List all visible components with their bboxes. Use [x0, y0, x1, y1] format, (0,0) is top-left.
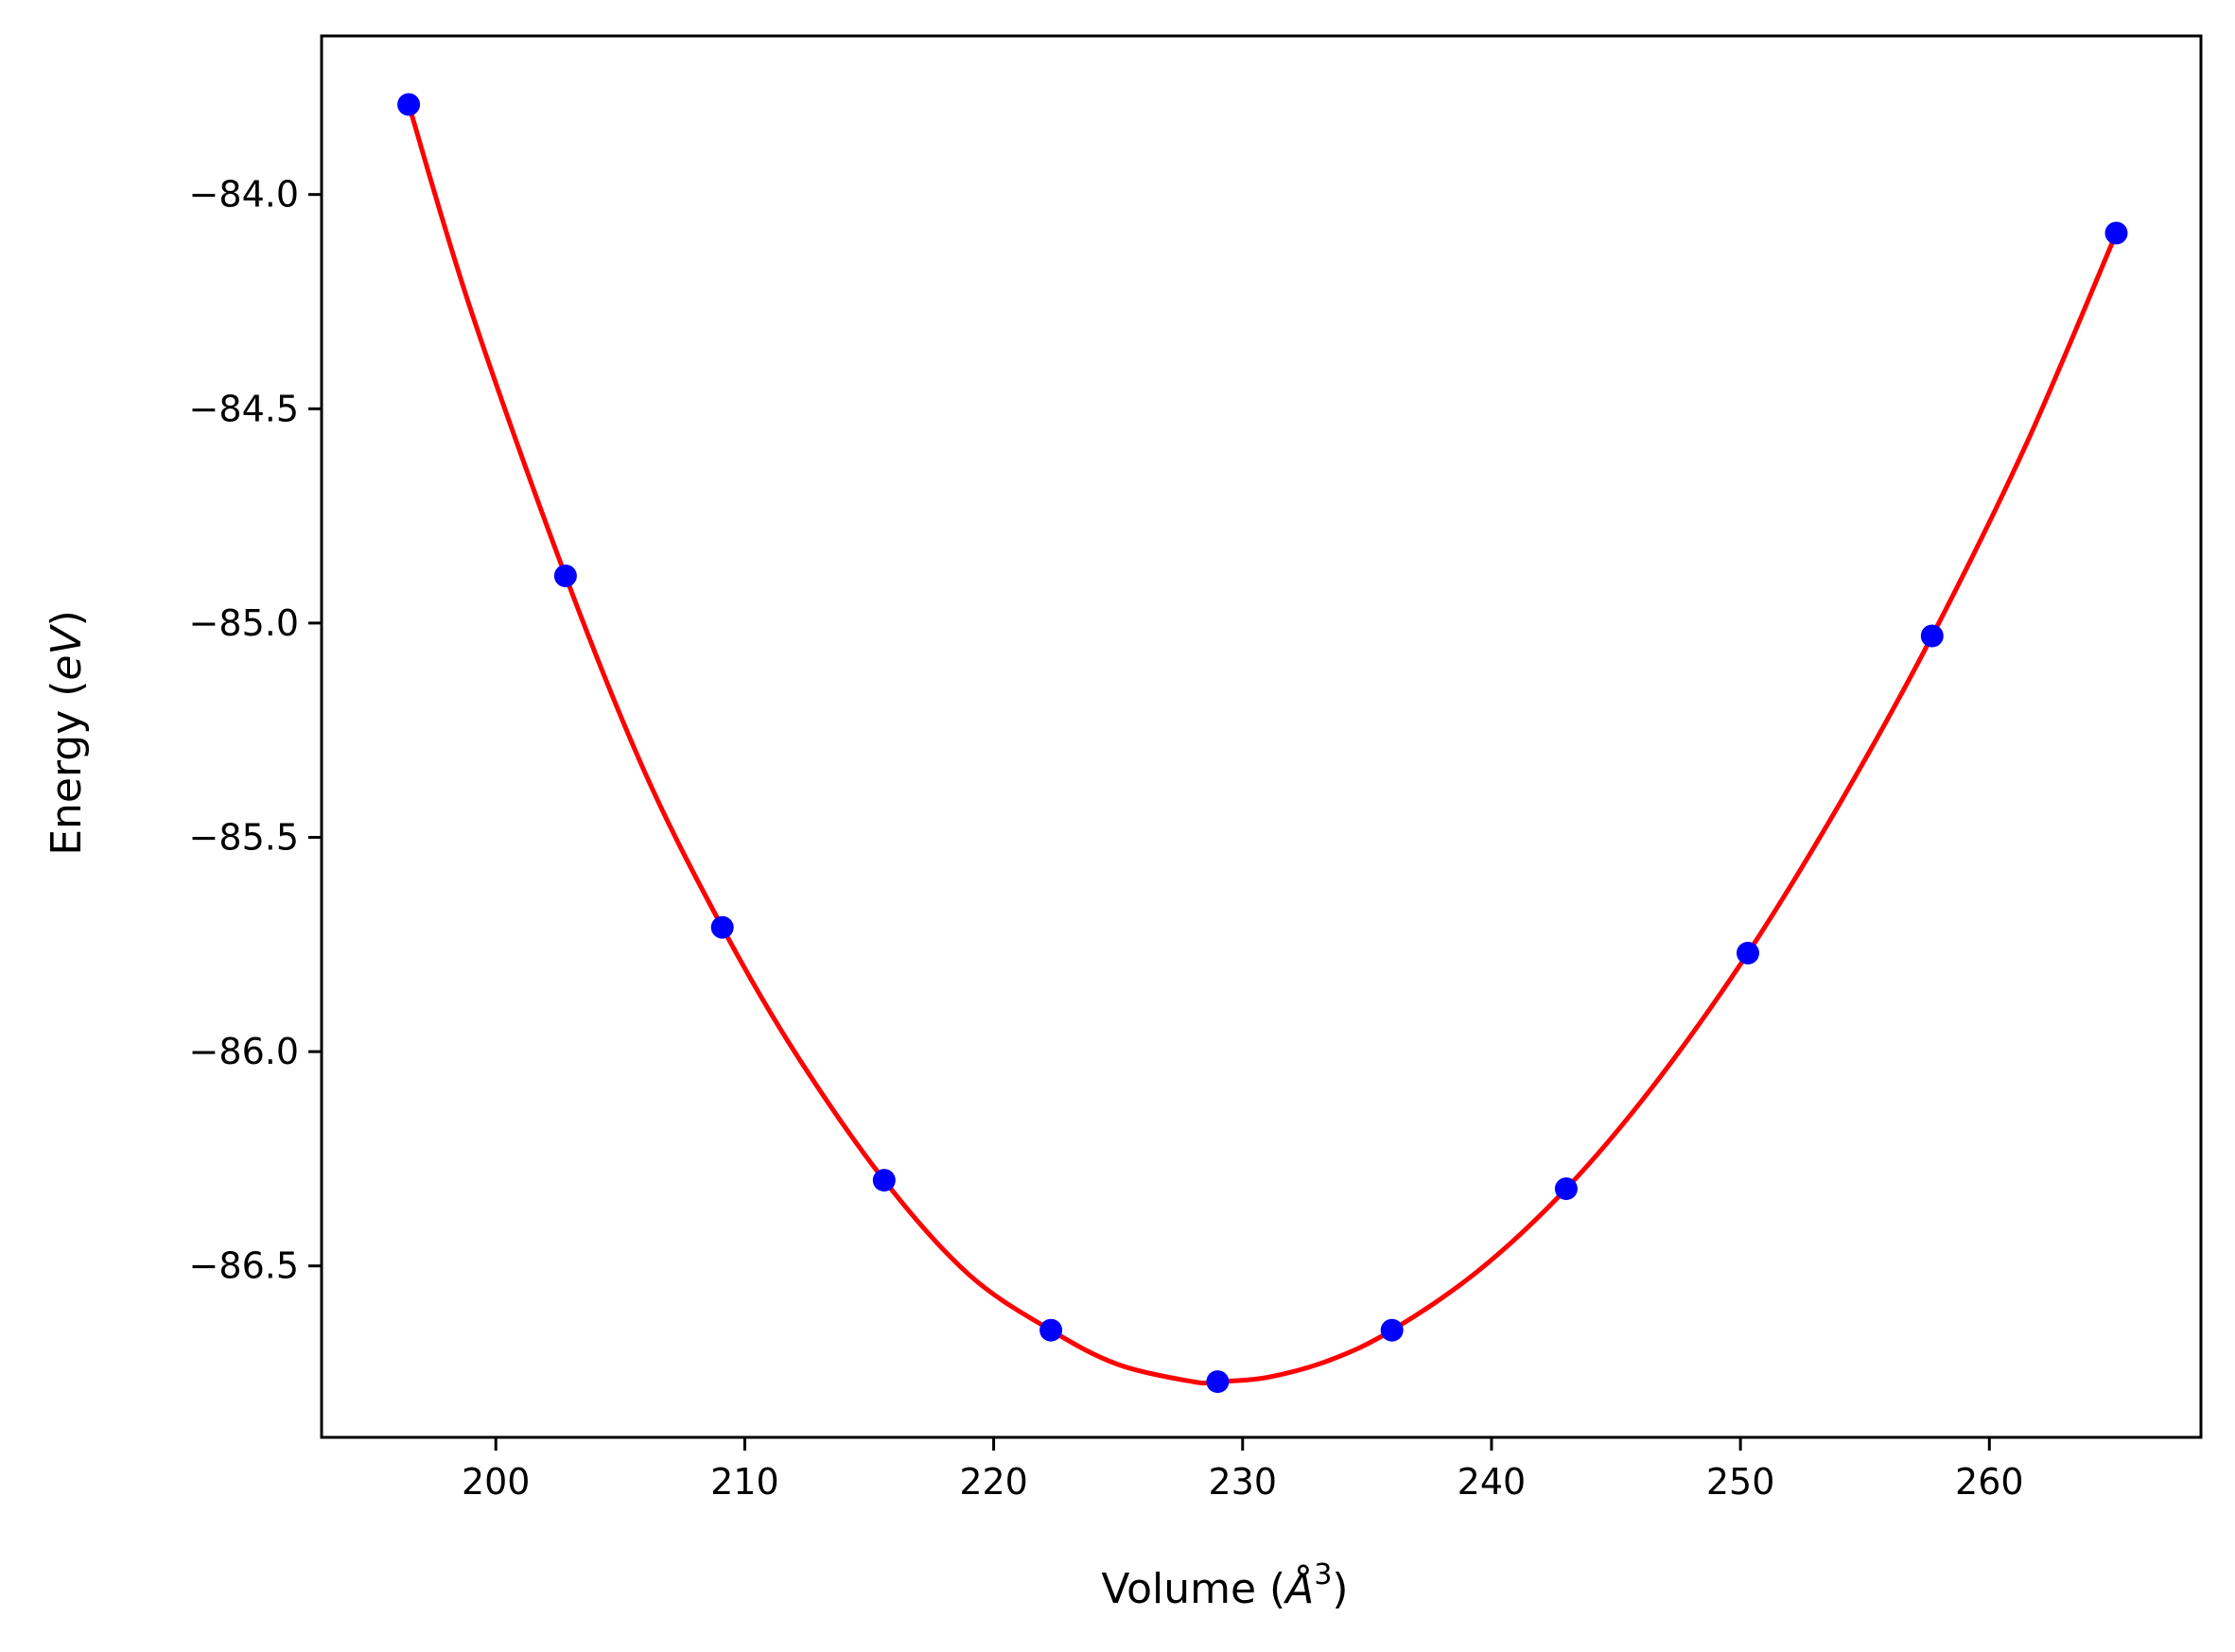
x-tick-label: 200: [462, 1461, 531, 1503]
y-axis-label: Energy (eV): [43, 610, 91, 856]
data-point: [872, 1169, 896, 1192]
y-axis-label-unit: eV: [43, 624, 91, 681]
y-tick-label: −86.5: [189, 1245, 299, 1287]
y-tick-label: −84.0: [189, 174, 299, 216]
y-tick-label: −85.0: [189, 602, 299, 644]
y-axis-label-suffix: ): [43, 610, 91, 626]
x-axis-label-exponent: 3: [1314, 1558, 1332, 1591]
x-axis-label-symbol: Å: [1283, 1563, 1314, 1613]
x-tick-label: 260: [1955, 1461, 2024, 1503]
data-point: [553, 565, 577, 587]
data-point: [2104, 221, 2128, 245]
x-axis-label: Volume (Å3): [1101, 1558, 1348, 1613]
x-axis-ticks: 200 210 220 230 240 250 260: [462, 1437, 2024, 1503]
y-tick-label: −86.0: [189, 1031, 299, 1072]
x-tick-label: 210: [710, 1461, 779, 1503]
plot-frame: [320, 34, 2203, 1439]
y-axis-ticks: −84.0 −84.5 −85.0 −85.5 −86.0 −86.5: [189, 174, 322, 1287]
data-point: [1206, 1370, 1230, 1394]
y-axis-label-prefix: Energy (: [43, 681, 91, 856]
data-point: [1920, 624, 1944, 648]
data-point: [1380, 1318, 1404, 1342]
data-point: [397, 93, 421, 116]
x-axis-label-prefix: Volume (: [1101, 1565, 1285, 1613]
data-points-layer: [397, 93, 2128, 1394]
data-point: [710, 915, 734, 939]
y-tick-label: −84.5: [189, 388, 299, 429]
x-axis-label-suffix: ): [1332, 1565, 1348, 1613]
x-tick-label: 220: [959, 1461, 1028, 1503]
x-tick-label: 240: [1458, 1461, 1527, 1503]
y-tick-label: −85.5: [189, 817, 299, 859]
x-tick-label: 250: [1706, 1461, 1775, 1503]
data-point: [1039, 1318, 1063, 1342]
x-tick-label: 230: [1208, 1461, 1277, 1503]
data-point: [1737, 941, 1759, 965]
data-point: [1554, 1177, 1578, 1201]
